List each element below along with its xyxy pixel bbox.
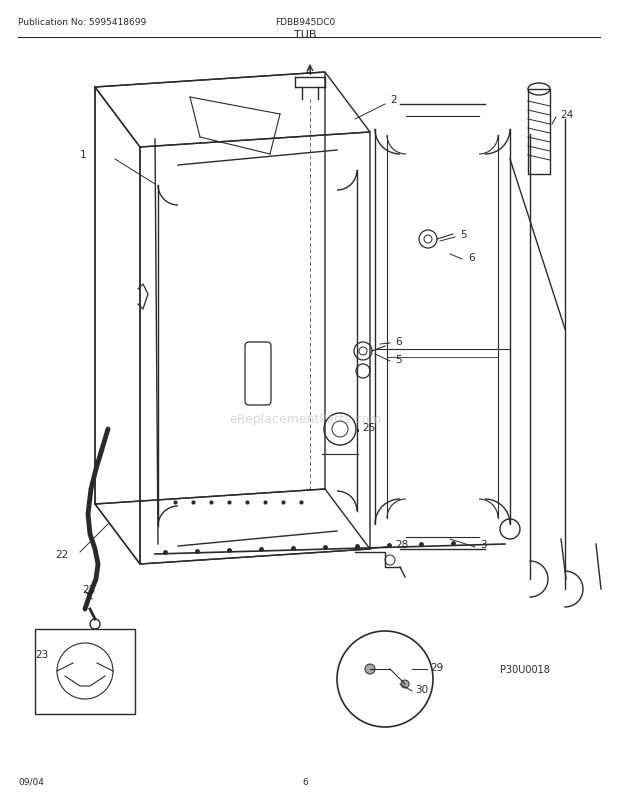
Text: 28: 28	[395, 539, 408, 549]
Text: 24: 24	[560, 110, 574, 119]
Text: 3: 3	[480, 539, 487, 549]
Bar	[35, 630, 135, 714]
Text: 29: 29	[430, 662, 443, 672]
Text: TUB: TUB	[294, 30, 316, 40]
Text: 4: 4	[305, 67, 312, 77]
Text: eReplacementParts.com: eReplacementParts.com	[229, 413, 381, 426]
Circle shape	[401, 680, 409, 688]
Text: 23: 23	[82, 585, 95, 594]
Text: 22: 22	[55, 549, 68, 559]
Text: 25: 25	[362, 423, 375, 432]
Text: P30U0018: P30U0018	[500, 664, 550, 674]
Text: 5: 5	[460, 229, 467, 240]
Text: 1: 1	[80, 150, 87, 160]
Text: 6: 6	[395, 337, 402, 346]
Text: FDBB945DC0: FDBB945DC0	[275, 18, 335, 27]
Circle shape	[365, 664, 375, 674]
Text: 30: 30	[415, 684, 428, 695]
Text: 09/04: 09/04	[18, 777, 44, 786]
Text: Publication No: 5995418699: Publication No: 5995418699	[18, 18, 146, 27]
Text: 6: 6	[302, 777, 308, 786]
Text: 23: 23	[35, 649, 48, 659]
Text: 2: 2	[390, 95, 397, 105]
Text: 6: 6	[468, 253, 475, 263]
Text: 5: 5	[395, 354, 402, 365]
